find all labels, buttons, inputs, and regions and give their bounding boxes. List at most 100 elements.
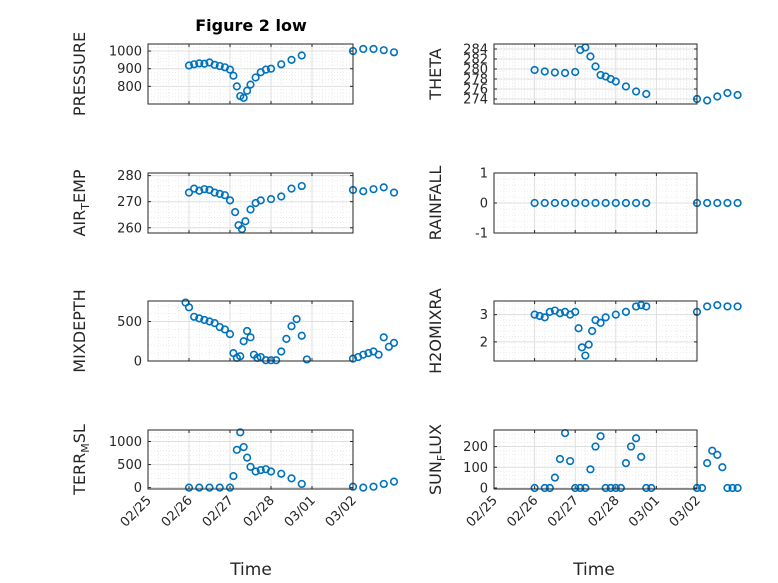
- data-point: [277, 192, 286, 201]
- data-point: [601, 483, 610, 493]
- y-axis-label: MIXDEPTH: [70, 289, 89, 372]
- axes-box: [147, 429, 354, 490]
- data-point: [545, 483, 554, 493]
- data-point: [697, 483, 707, 493]
- data-point: [231, 208, 240, 217]
- data-point: [389, 477, 399, 486]
- data-point: [256, 466, 265, 475]
- panel-air-temp: 260 270 280 AIRTEMP: [70, 169, 399, 237]
- data-point: [637, 452, 646, 462]
- y-tick-label: 1: [480, 167, 488, 182]
- data-point: [530, 310, 539, 319]
- data-point: [195, 59, 204, 68]
- data-point: [210, 188, 219, 197]
- data-point: [733, 302, 742, 311]
- data-point: [225, 330, 235, 339]
- data-point: [586, 465, 595, 474]
- data-point: [574, 324, 583, 333]
- data-point: [384, 342, 393, 351]
- data-point: [184, 188, 194, 197]
- data-point: [540, 483, 549, 493]
- y-axis-label: TERRMSL: [70, 424, 92, 496]
- data-point: [379, 183, 388, 192]
- y-tick-label: 900: [117, 62, 142, 77]
- data-point: [359, 483, 368, 492]
- data-point: [576, 483, 585, 493]
- y-tick-label: 282: [463, 53, 488, 68]
- data-point: [550, 68, 560, 77]
- data-point: [277, 347, 286, 356]
- y-tick-label: 284: [463, 43, 488, 58]
- axes-box: [147, 300, 354, 362]
- data-point: [596, 70, 605, 80]
- data-point: [256, 196, 265, 205]
- data-point: [205, 317, 214, 326]
- data-point: [535, 311, 544, 321]
- panel-mixdepth: 0 500 MIXDEPTH: [70, 289, 399, 373]
- data-point: [229, 71, 238, 80]
- y-axis-label: THETA: [426, 48, 445, 100]
- data-point: [591, 62, 600, 71]
- data-point: [379, 479, 388, 489]
- data-point: [236, 352, 245, 361]
- data-point: [591, 198, 600, 208]
- data-point: [205, 483, 214, 492]
- data-point: [723, 198, 732, 208]
- y-axis-label: AIRTEMP: [70, 169, 92, 236]
- data-point: [261, 356, 270, 365]
- data-point: [239, 93, 248, 102]
- data-point: [550, 473, 560, 482]
- data-point: [195, 314, 204, 323]
- data-point: [359, 350, 368, 359]
- data-point: [733, 90, 742, 100]
- data-point: [190, 60, 199, 69]
- data-point: [555, 454, 565, 464]
- data-point: [631, 434, 641, 443]
- y-tick-label: 280: [463, 63, 488, 78]
- data-point: [359, 44, 368, 54]
- data-point: [571, 483, 580, 493]
- data-point: [389, 48, 399, 57]
- data-point: [190, 312, 199, 321]
- data-point: [723, 88, 732, 98]
- data-point: [596, 432, 605, 441]
- data-point: [246, 333, 255, 342]
- data-point: [215, 189, 224, 198]
- data-point: [713, 450, 722, 459]
- data-point: [530, 483, 539, 493]
- data-point: [647, 483, 656, 493]
- data-point: [586, 52, 595, 61]
- data-point: [251, 467, 260, 476]
- data-point: [581, 198, 590, 208]
- data-point: [581, 351, 590, 360]
- data-point: [369, 185, 378, 194]
- data-point: [210, 60, 219, 69]
- data-point: [581, 483, 590, 493]
- axes-box: [147, 172, 354, 234]
- data-point: [297, 479, 306, 489]
- data-point: [277, 469, 286, 478]
- data-point: [606, 483, 615, 493]
- axes-box: [493, 300, 698, 362]
- y-tick-label: 1000: [109, 435, 142, 450]
- data-point: [540, 67, 549, 76]
- y-tick-label: 0: [480, 197, 488, 212]
- data-point: [530, 198, 539, 208]
- data-point: [239, 442, 248, 452]
- data-point: [242, 86, 252, 95]
- data-point: [642, 198, 651, 208]
- data-point: [210, 319, 219, 328]
- data-point: [195, 483, 204, 492]
- data-point: [540, 313, 549, 322]
- data-point: [577, 343, 587, 352]
- data-point: [225, 196, 235, 205]
- data-point: [723, 302, 732, 311]
- data-point: [611, 198, 620, 208]
- y-tick-label: 800: [117, 80, 142, 95]
- data-point: [261, 65, 270, 74]
- data-point: [642, 483, 651, 493]
- data-point: [277, 60, 286, 69]
- data-point: [297, 181, 306, 191]
- data-point: [369, 482, 378, 491]
